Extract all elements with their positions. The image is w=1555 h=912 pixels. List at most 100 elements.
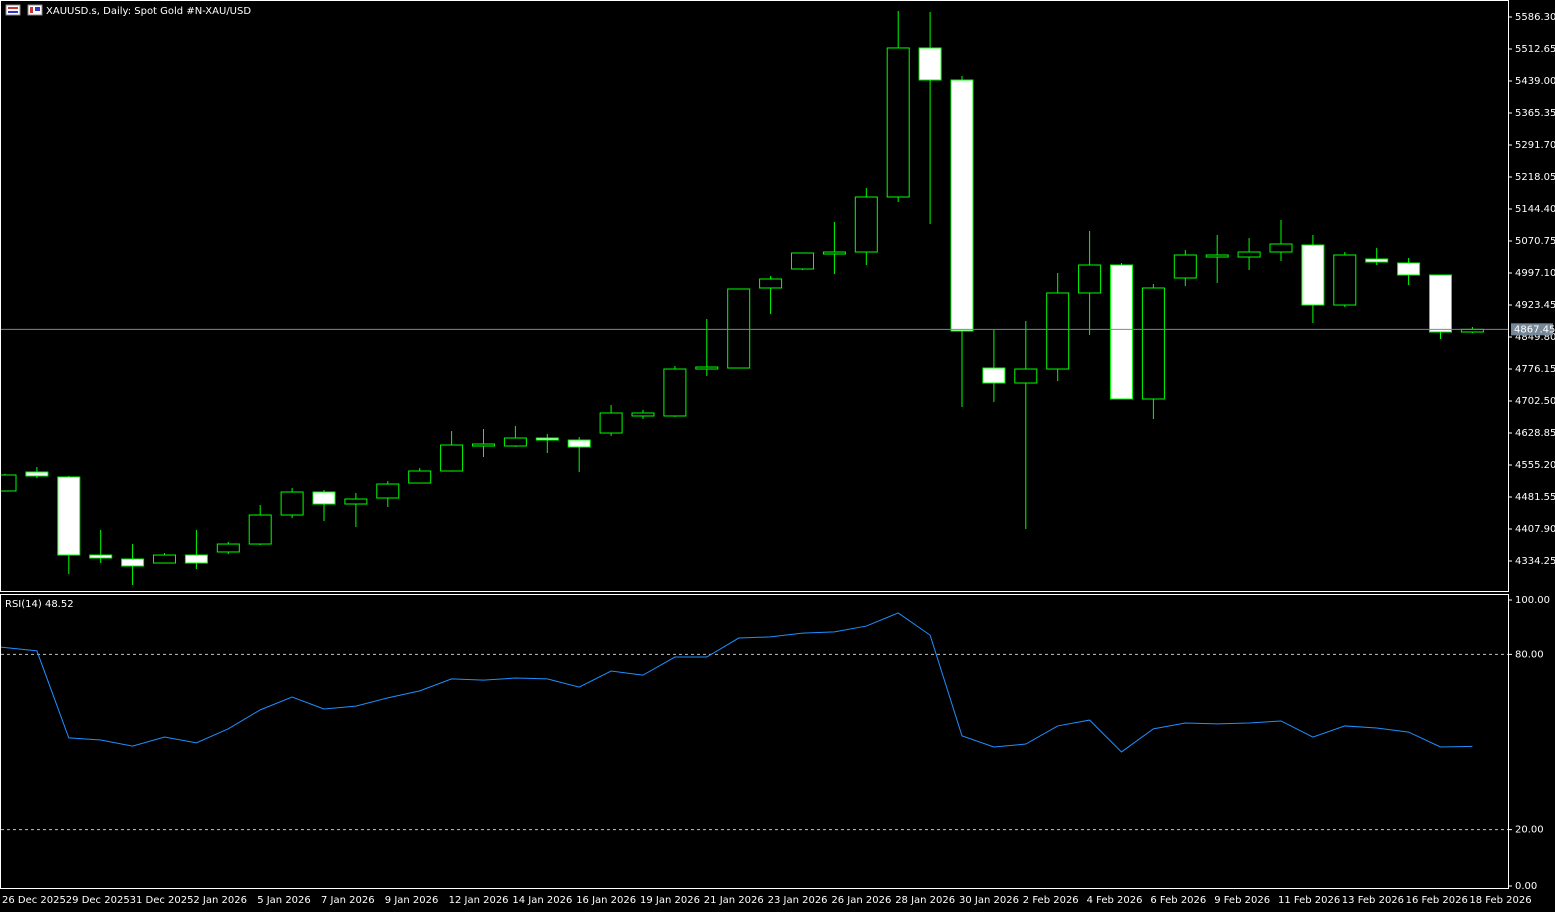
y-tick-label: 5144.40 <box>1515 204 1555 215</box>
x-tick-label: 21 Jan 2026 <box>704 895 764 906</box>
x-tick-label: 9 Feb 2026 <box>1214 895 1270 906</box>
y-tick-label: 4997.10 <box>1515 268 1555 279</box>
symbol-icon <box>5 4 43 16</box>
last-price-label: 4867.45 <box>1514 324 1555 335</box>
x-tick-label: 28 Jan 2026 <box>895 895 955 906</box>
x-tick-label: 19 Jan 2026 <box>640 895 700 906</box>
x-tick-label: 12 Jan 2026 <box>449 895 509 906</box>
candle-body <box>1110 264 1133 400</box>
x-tick-label: 16 Jan 2026 <box>576 895 636 906</box>
x-tick-label: 26 Dec 2025 <box>2 895 66 906</box>
y-tick-label: 4555.20 <box>1515 460 1555 471</box>
candle-body <box>982 367 1006 384</box>
candle-body <box>25 471 49 477</box>
x-tick-label: 2 Jan 2026 <box>193 895 247 906</box>
candle-body <box>727 288 751 369</box>
x-tick-label: 31 Dec 2025 <box>130 895 194 906</box>
candle-body <box>344 498 368 505</box>
rsi-panel-frame <box>0 594 1509 889</box>
candles <box>1 10 1508 586</box>
x-tick-label: 7 Jan 2026 <box>321 895 375 906</box>
candle-body <box>1301 244 1325 306</box>
candle-body <box>886 47 910 198</box>
y-tick-label: 20.00 <box>1515 825 1544 836</box>
candle-body <box>791 252 814 270</box>
x-tick-label: 2 Feb 2026 <box>1023 895 1079 906</box>
x-tick-label: 5 Jan 2026 <box>257 895 311 906</box>
y-tick-label: 4334.25 <box>1515 556 1555 567</box>
x-tick-label: 18 Feb 2026 <box>1469 895 1531 906</box>
y-tick-label: 5218.05 <box>1515 172 1555 183</box>
y-tick-label: 5439.00 <box>1515 76 1555 87</box>
x-tick-label: 11 Feb 2026 <box>1278 895 1340 906</box>
y-tick-label: 5365.35 <box>1515 108 1555 119</box>
candle-body <box>1429 274 1452 333</box>
candle-body <box>567 439 591 448</box>
candle-body <box>950 79 974 332</box>
candle-body <box>631 412 655 417</box>
candle-body <box>695 366 719 370</box>
candle-body <box>1269 243 1293 253</box>
candle-body <box>503 437 527 447</box>
candle-body <box>1 474 17 492</box>
y-tick-label: 80.00 <box>1515 649 1544 660</box>
candle-body <box>1205 254 1229 258</box>
x-tick-label: 26 Jan 2026 <box>831 895 891 906</box>
candle-body <box>153 554 176 564</box>
last-price-box <box>1511 323 1553 336</box>
candle-body <box>1046 292 1070 370</box>
y-tick-label: 4849.80 <box>1515 332 1555 343</box>
candle-body <box>1141 287 1165 400</box>
candle-body <box>57 476 81 556</box>
chart-title: XAUUSD.s, Daily: Spot Gold #N-XAU/USD <box>46 6 251 17</box>
x-tick-label: 23 Jan 2026 <box>768 895 828 906</box>
candle-body <box>440 444 464 472</box>
y-tick-label: 4923.45 <box>1515 300 1555 311</box>
x-tick-label: 13 Feb 2026 <box>1342 895 1404 906</box>
candle-body <box>216 543 240 553</box>
candle-body <box>248 514 272 545</box>
y-tick-label: 100.00 <box>1515 595 1550 606</box>
candle-body <box>1173 254 1197 279</box>
y-tick-label: 5586.30 <box>1515 12 1555 23</box>
y-tick-label: 4628.85 <box>1515 428 1555 439</box>
candle-body <box>1078 264 1102 294</box>
y-tick-label: 5070.75 <box>1515 236 1555 247</box>
x-tick-label: 30 Jan 2026 <box>959 895 1019 906</box>
candle-body <box>918 47 942 81</box>
candle-body <box>408 470 432 484</box>
y-tick-label: 0.00 <box>1515 881 1537 892</box>
rsi-line <box>1 612 1473 753</box>
candle-body <box>472 443 495 447</box>
candle-body <box>89 554 113 559</box>
x-tick-label: 29 Dec 2025 <box>66 895 130 906</box>
candle-body <box>1237 251 1261 258</box>
candle-body <box>121 558 145 567</box>
x-tick-label: 16 Feb 2026 <box>1406 895 1468 906</box>
rsi-plot <box>1 612 1508 831</box>
y-tick-label: 4776.15 <box>1515 364 1555 375</box>
candle-body <box>759 278 783 289</box>
candle-body <box>184 554 208 564</box>
x-tick-label: 4 Feb 2026 <box>1087 895 1143 906</box>
x-tick-label: 9 Jan 2026 <box>385 895 439 906</box>
candle-body <box>535 437 559 441</box>
y-tick-label: 4702.50 <box>1515 396 1555 407</box>
candle-body <box>1014 368 1038 384</box>
y-tick-label: 4407.90 <box>1515 524 1555 535</box>
y-tick-label: 5512.65 <box>1515 44 1555 55</box>
main-panel-frame <box>0 0 1509 592</box>
x-tick-label: 14 Jan 2026 <box>512 895 572 906</box>
candle-body <box>599 412 623 434</box>
x-tick-label: 6 Feb 2026 <box>1150 895 1206 906</box>
candle-body <box>663 368 687 417</box>
candle-body <box>312 491 336 505</box>
candle-body <box>1365 258 1389 263</box>
candle-body <box>280 491 304 516</box>
candle-body <box>1397 262 1421 276</box>
candle-body <box>854 196 878 253</box>
candle-body <box>822 251 846 255</box>
candle-body <box>1333 254 1357 306</box>
